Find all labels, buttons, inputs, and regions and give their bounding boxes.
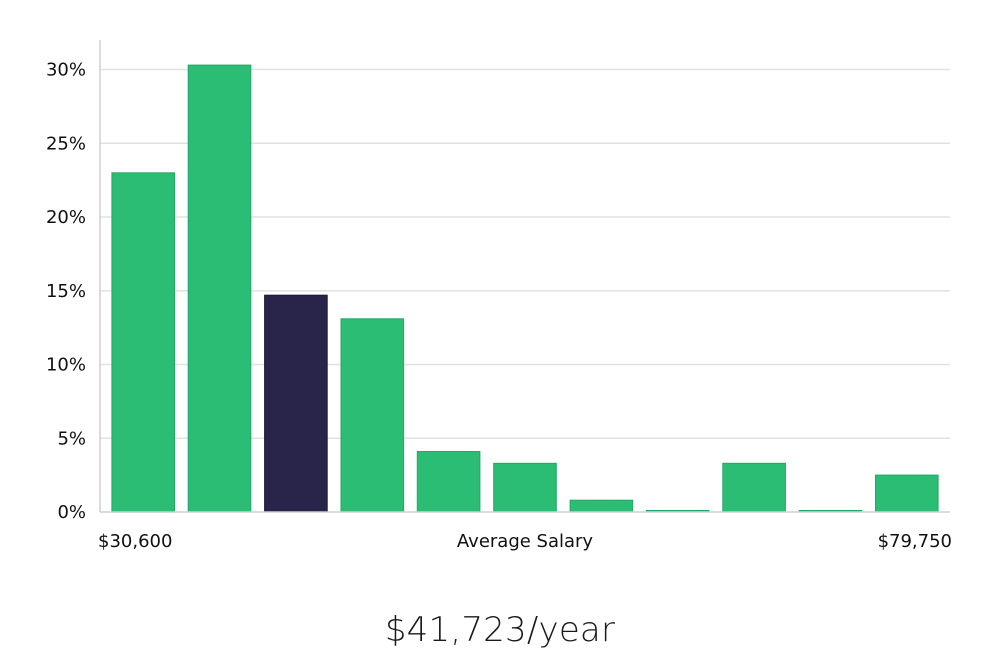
y-axis-ticks: 0% 5% 10% 15% 20% 25% 30% (46, 60, 86, 524)
y-tick-label: 25% (46, 133, 86, 154)
y-tick-label: 0% (57, 502, 86, 523)
bar-highlighted (264, 294, 328, 513)
bar (187, 64, 252, 513)
y-tick-label: 5% (57, 428, 86, 449)
bar (111, 172, 175, 513)
bar (416, 451, 481, 513)
x-max-label: $79,750 (878, 531, 952, 552)
bar (875, 474, 939, 513)
y-tick-label: 15% (46, 281, 86, 302)
bars (111, 64, 939, 513)
y-tick-label: 20% (46, 207, 86, 228)
bar (569, 499, 634, 513)
y-tick-label: 30% (46, 60, 86, 81)
average-salary-headline: $41,723/year (384, 610, 616, 650)
x-min-label: $30,600 (98, 531, 172, 552)
bar (493, 462, 557, 513)
bar (722, 462, 786, 513)
salary-histogram: 0% 5% 10% 15% 20% 25% 30% $30,600 Average Sala… (46, 40, 952, 552)
y-tick-label: 10% (46, 355, 86, 376)
x-axis-title: Average Salary (457, 531, 594, 552)
bar (340, 318, 405, 513)
